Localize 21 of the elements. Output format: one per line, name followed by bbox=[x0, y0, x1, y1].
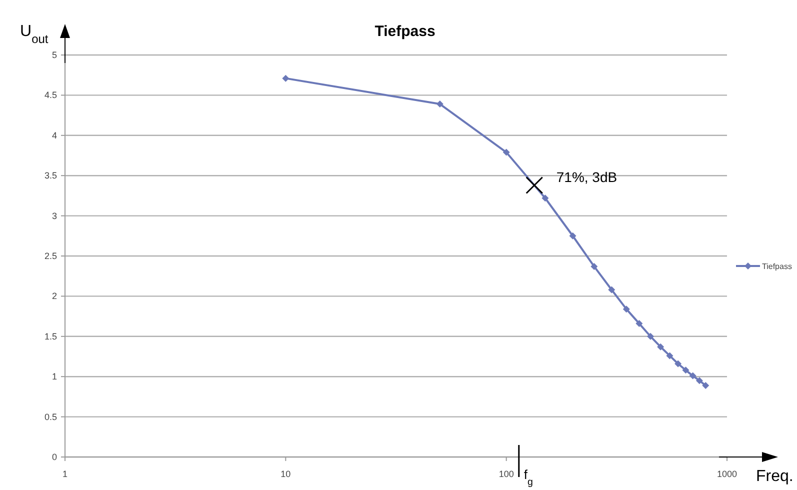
x-tick-label: 100 bbox=[498, 469, 514, 479]
y-tick-label: 5 bbox=[52, 50, 57, 60]
y-tick-label: 0 bbox=[52, 452, 57, 462]
x-tick-label: 10 bbox=[280, 469, 291, 479]
y-tick-label: 2.5 bbox=[44, 251, 57, 261]
ref-line-label: f$_{g}$ bbox=[524, 467, 533, 488]
y-tick-label: 0.5 bbox=[44, 412, 57, 422]
x-tick-label: 1000 bbox=[716, 469, 738, 479]
y-tick-label: 3 bbox=[52, 210, 57, 221]
x-axis-title: Freq. bbox=[756, 468, 794, 485]
y-axis-title: U$_{out}$ bbox=[20, 23, 49, 46]
y-tick-label: 4.5 bbox=[44, 90, 57, 100]
y-tick-label: 4 bbox=[52, 130, 57, 140]
y-tick-label: 1.5 bbox=[44, 331, 57, 342]
chart-title: Tiefpass bbox=[374, 23, 436, 40]
y-tick-label: 2 bbox=[52, 291, 57, 302]
annotation: 71%, 3dB bbox=[556, 169, 618, 186]
x-tick-label: 1 bbox=[62, 469, 68, 479]
y-tick-label: 1 bbox=[52, 372, 57, 382]
legend-label: Tiefpass bbox=[762, 262, 792, 271]
y-tick-label: 3.5 bbox=[44, 170, 57, 181]
